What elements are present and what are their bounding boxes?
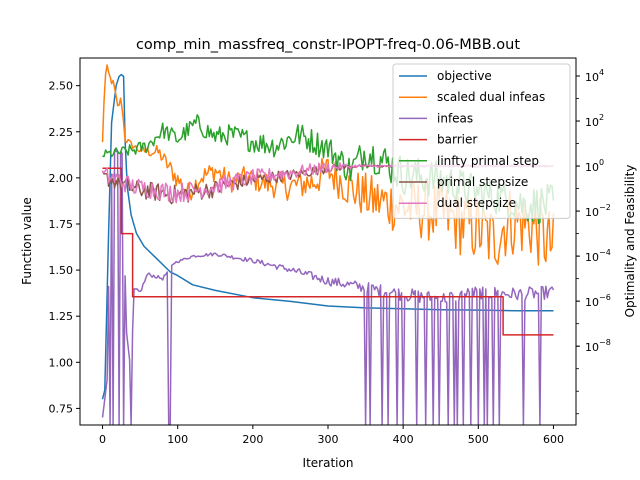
chart-title: comp_min_massfreq_constr-IPOPT-freq-0.06… xyxy=(136,37,520,53)
y-tick-label: 1.25 xyxy=(49,310,74,323)
x-tick-label: 0 xyxy=(99,433,106,446)
y2-tick-label-exponent: 4 xyxy=(599,68,604,77)
x-axis: 0 100 200 300 400 500 600 xyxy=(99,425,564,446)
y-tick-label: 2.50 xyxy=(49,80,74,93)
y-tick-label: 2.00 xyxy=(49,172,74,185)
series-line-objective xyxy=(101,73,554,400)
y2-tick-label-base: 10 xyxy=(585,116,599,129)
legend-label: barrier xyxy=(437,133,477,147)
y2-tick-label-exponent: 0 xyxy=(599,158,604,167)
y-tick-label: 1.50 xyxy=(49,264,74,277)
legend: objective scaled dual infeas infeas barrier… xyxy=(392,63,571,219)
legend-label: infeas xyxy=(437,111,473,125)
y2-tick-label: 10−2 xyxy=(585,203,611,219)
y2-tick-label: 10−8 xyxy=(585,338,611,354)
x-axis-label: Iteration xyxy=(303,456,354,470)
legend-label: primal stepsize xyxy=(437,175,528,189)
y2-tick-label-exponent: −4 xyxy=(599,248,611,257)
y2-tick-label-base: 10 xyxy=(585,206,599,219)
y-axis-left: 0.75 1.00 1.25 1.50 1.75 2.00 2.25 2.50 xyxy=(49,80,80,415)
x-tick-label: 400 xyxy=(393,433,414,446)
x-tick-label: 500 xyxy=(468,433,489,446)
y2-tick-label-base: 10 xyxy=(585,296,599,309)
legend-label: scaled dual infeas xyxy=(437,90,545,104)
y-tick-label: 1.00 xyxy=(49,356,74,369)
x-tick-label: 600 xyxy=(543,433,564,446)
x-tick-label: 300 xyxy=(318,433,339,446)
y-tick-label: 2.25 xyxy=(49,126,74,139)
series-line-barrier xyxy=(102,167,554,336)
y2-tick-label-exponent: 2 xyxy=(599,113,604,122)
y2-tick-label: 10−4 xyxy=(585,248,611,264)
y2-axis-label: Optimality and Feasibility xyxy=(623,165,637,318)
legend-label: linfty primal step xyxy=(437,154,539,168)
legend-label: objective xyxy=(437,69,492,83)
y2-tick-label-exponent: −6 xyxy=(599,293,611,302)
y2-tick-label-exponent: −8 xyxy=(599,338,611,347)
series-line-infeas xyxy=(101,148,555,425)
y2-tick-label-base: 10 xyxy=(585,341,599,354)
legend-label: dual stepsize xyxy=(437,196,516,210)
y2-tick-label-base: 10 xyxy=(585,251,599,264)
y2-tick-label-exponent: −2 xyxy=(599,203,611,212)
y2-tick-label: 104 xyxy=(585,68,604,84)
legend-box xyxy=(392,63,571,219)
y2-tick-label: 100 xyxy=(585,158,604,174)
y-axis-label: Function value xyxy=(20,197,34,285)
x-tick-label: 200 xyxy=(242,433,263,446)
y-tick-label: 0.75 xyxy=(49,402,74,415)
y2-tick-label: 10−6 xyxy=(585,293,611,309)
y2-tick-label: 102 xyxy=(585,113,604,129)
y-tick-label: 1.75 xyxy=(49,218,74,231)
x-tick-label: 100 xyxy=(167,433,188,446)
y2-tick-label-base: 10 xyxy=(585,161,599,174)
y2-tick-label-base: 10 xyxy=(585,71,599,84)
